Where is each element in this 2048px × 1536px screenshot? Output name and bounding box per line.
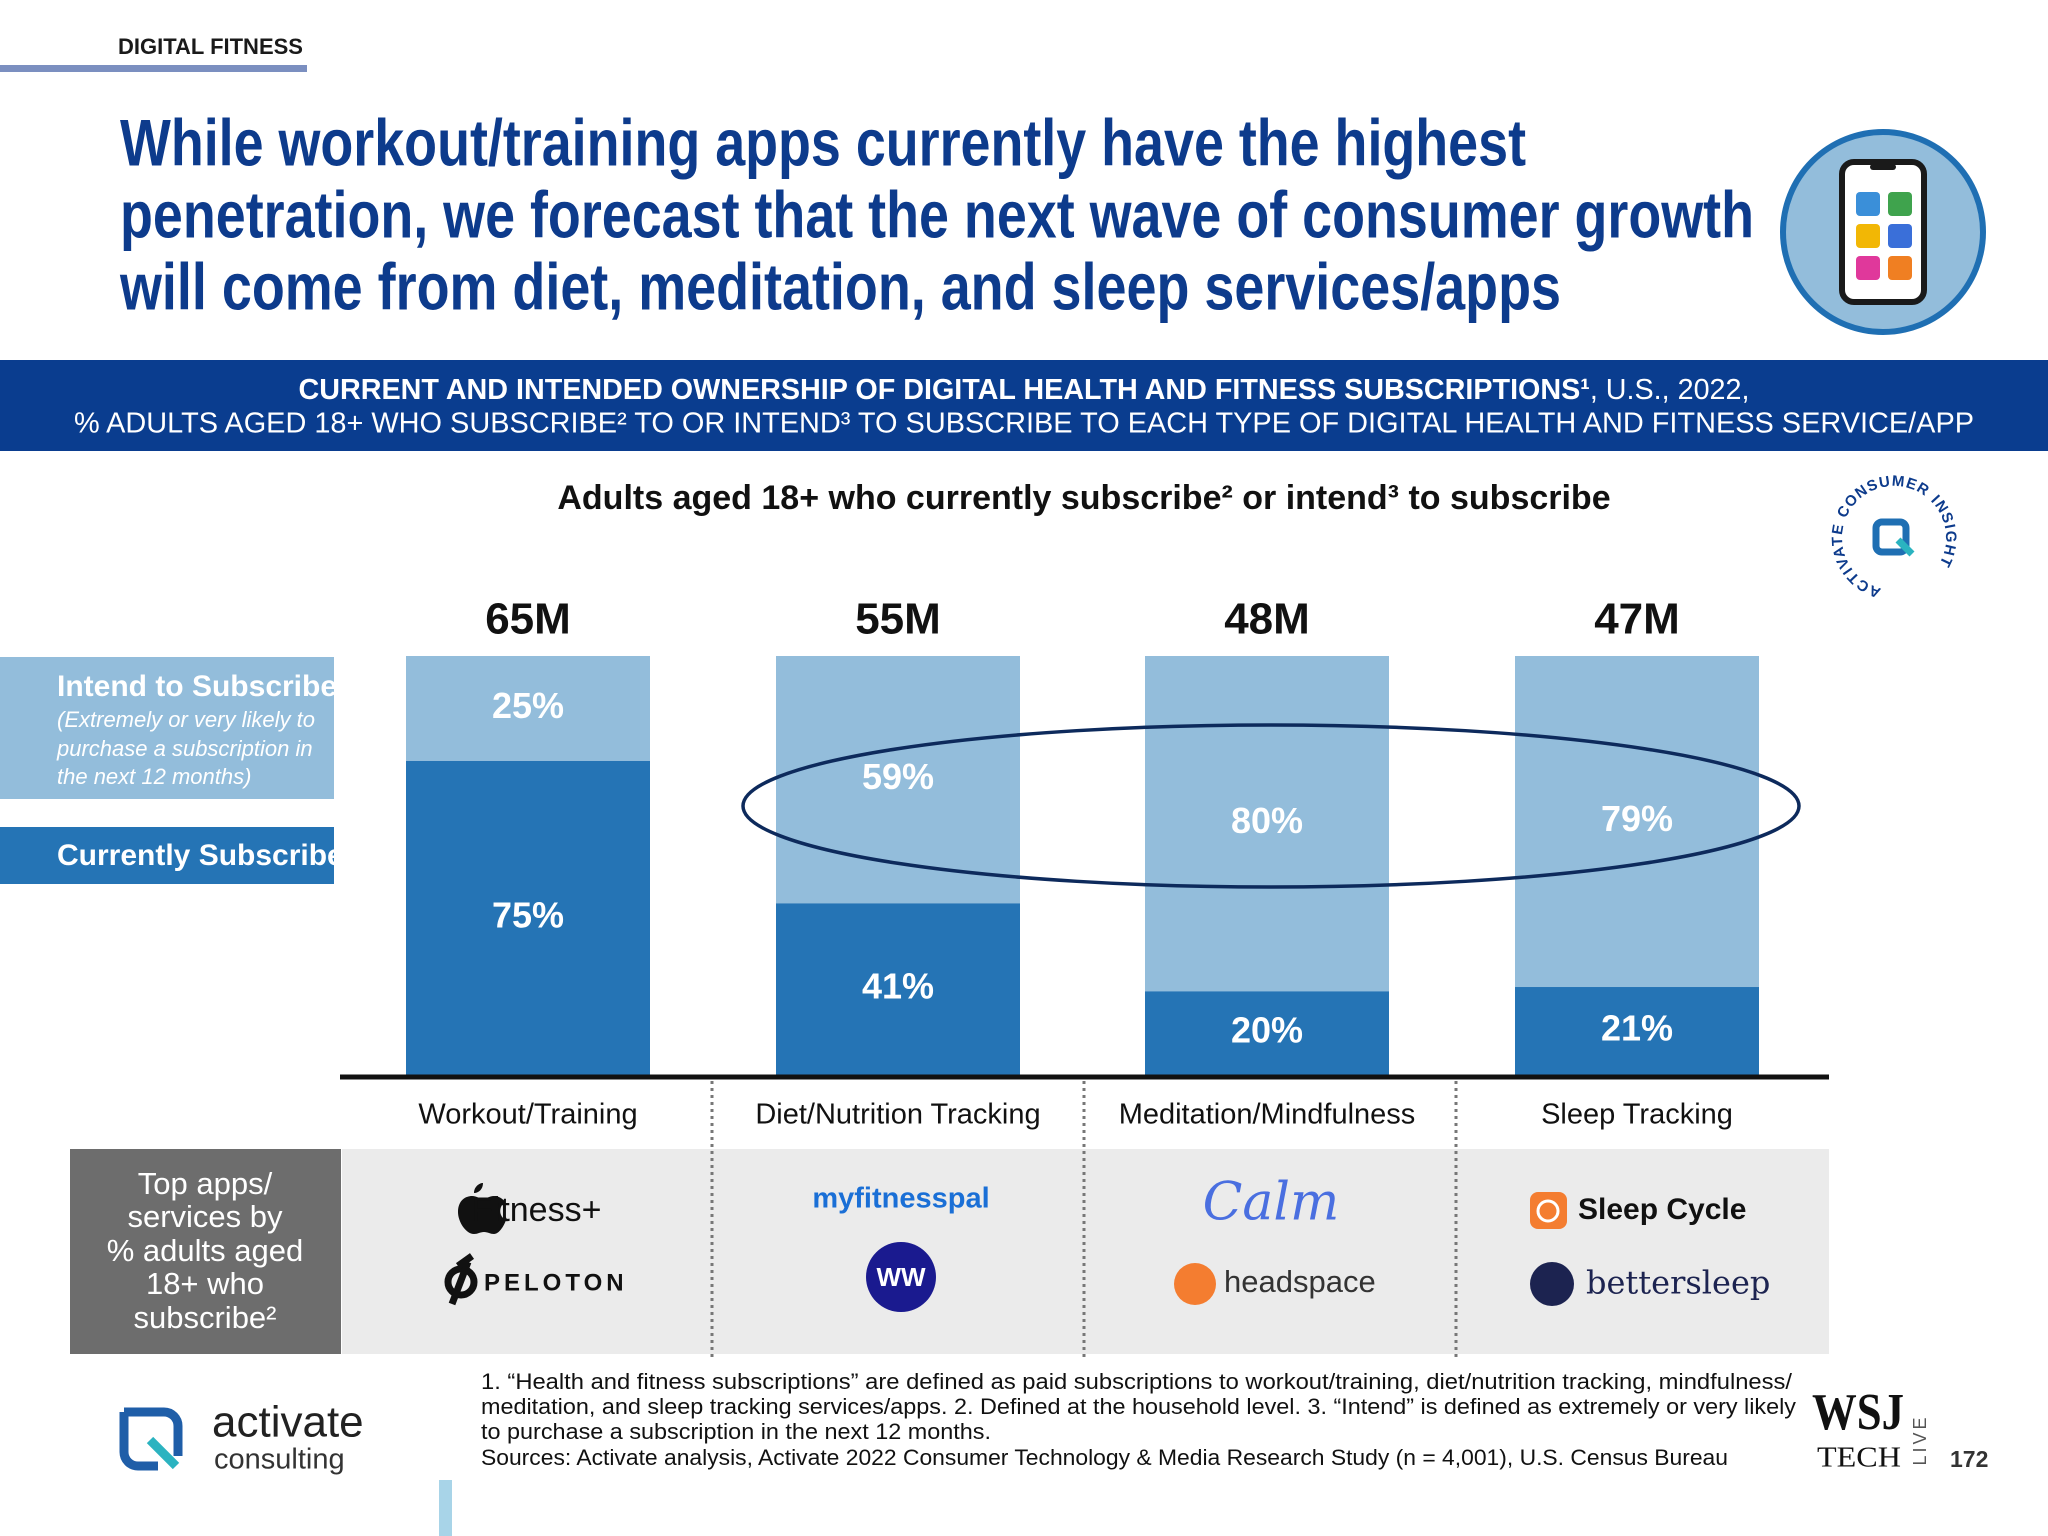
total-label: 65M: [485, 595, 571, 644]
apple-logo: [458, 1183, 506, 1234]
highlight-ellipse: [741, 723, 1801, 889]
footnote: to purchase a subscription in the next 1…: [481, 1419, 991, 1444]
legend-swatch: [0, 827, 334, 884]
app-name: headspace: [1224, 1264, 1376, 1299]
banner-title-bold: CURRENT AND INTENDED OWNERSHIP OF DIGITA…: [299, 374, 1590, 406]
legend-note: (Extremely or very likely to: [57, 707, 315, 732]
footnote: meditation, and sleep tracking services/…: [481, 1394, 1797, 1419]
bar-segment: [406, 656, 650, 761]
headspace-logo: [1174, 1263, 1216, 1305]
legend-note: the next 12 months): [57, 764, 251, 789]
app-name: PELOTON: [484, 1269, 628, 1296]
app-name: myfitnesspal: [812, 1183, 989, 1215]
page-number: 172: [1950, 1446, 1988, 1472]
apps-label: % adults aged: [107, 1233, 303, 1268]
legend-label: Intend to Subscribe: [57, 670, 337, 703]
peloton-logo: [444, 1253, 478, 1306]
banner: [0, 360, 2048, 451]
value-label: 75%: [492, 894, 564, 935]
bar-segment: [406, 760, 650, 1075]
value-label: 80%: [1231, 800, 1303, 841]
total-label: 47M: [1594, 595, 1680, 644]
ww-logo: [866, 1242, 936, 1312]
apps-label: subscribe²: [134, 1300, 277, 1335]
app-name: Calm: [1203, 1173, 1340, 1233]
wsj-brand: WSJ: [1812, 1384, 1904, 1441]
logo-tagline: consulting: [214, 1444, 345, 1476]
logo-name: activate: [212, 1398, 364, 1447]
bar-chart: 75% 25% 65M Workout/Training 41% 59% 55M Diet/N…: [340, 595, 1829, 1131]
banner-title: CURRENT AND INTENDED OWNERSHIP OF DIGITA…: [299, 374, 1750, 406]
apps-label-box: [70, 1149, 341, 1354]
insight-badge: ACTIVATE CONSUMER INSIGHT: [1829, 473, 1959, 601]
sleepcycle-logo: [1530, 1192, 1567, 1229]
category-label: Workout/Training: [418, 1099, 637, 1131]
bar-segment: [776, 903, 1020, 1075]
legend-label: Currently Subscribe: [57, 839, 344, 872]
badge-text: ACTIVATE CONSUMER INSIGHT: [1829, 473, 1957, 601]
svg-text:ACTIVATE CONSUMER INSIGHT: ACTIVATE CONSUMER INSIGHT: [1829, 473, 1959, 601]
category-label: Diet/Nutrition Tracking: [755, 1099, 1040, 1131]
section-label: DIGITAL FITNESS: [118, 34, 303, 59]
banner-title-suffix: , U.S., 2022,: [1590, 374, 1750, 406]
headline: will come from diet, meditation, and sle…: [119, 249, 1561, 323]
value-label: 59%: [862, 756, 934, 797]
value-label: 41%: [862, 966, 934, 1007]
category-label: Sleep Tracking: [1541, 1099, 1733, 1131]
wsj-tech: TECH: [1817, 1442, 1901, 1473]
headline: penetration, we forecast that the next w…: [120, 177, 1754, 251]
bar-segment: [1515, 656, 1759, 988]
app-name: Sleep Cycle: [1578, 1193, 1746, 1226]
section-underline: [0, 65, 307, 72]
value-label: 21%: [1601, 1008, 1673, 1049]
total-label: 48M: [1224, 595, 1310, 644]
apps-label: services by: [127, 1199, 283, 1234]
footnote: 1. “Health and fitness subscriptions” ar…: [481, 1369, 1793, 1394]
banner-subtitle: % ADULTS AGED 18+ WHO SUBSCRIBE² TO OR I…: [74, 408, 1974, 440]
value-label: 20%: [1231, 1010, 1303, 1051]
headline: While workout/training apps currently ha…: [120, 105, 1526, 179]
app-name: WW: [876, 1262, 926, 1292]
bar-segment: [1145, 991, 1389, 1075]
bettersleep-logo: [1530, 1262, 1574, 1306]
activate-logo: [119, 1407, 183, 1471]
apps-label: 18+ who: [146, 1266, 264, 1301]
bar-segment: [1145, 656, 1389, 992]
apps-label: Top apps/: [138, 1166, 273, 1201]
phone-icon: [1780, 129, 1986, 335]
value-label: 79%: [1601, 798, 1673, 839]
app-name: bettersleep: [1586, 1264, 1770, 1302]
total-label: 55M: [855, 595, 941, 644]
chart-title: Adults aged 18+ who currently subscribe²…: [557, 479, 1610, 517]
legend-swatch: [0, 657, 334, 799]
category-label: Meditation/Mindfulness: [1119, 1099, 1416, 1131]
value-label: 25%: [492, 685, 564, 726]
bar-segment: [1515, 987, 1759, 1075]
legend-note: purchase a subscription in: [56, 736, 313, 761]
wsj-live: LIVE: [1910, 1414, 1930, 1465]
app-name: Fitness+: [472, 1191, 601, 1229]
footnote: Sources: Activate analysis, Activate 202…: [481, 1445, 1728, 1470]
accent-bar: [439, 1480, 452, 1536]
